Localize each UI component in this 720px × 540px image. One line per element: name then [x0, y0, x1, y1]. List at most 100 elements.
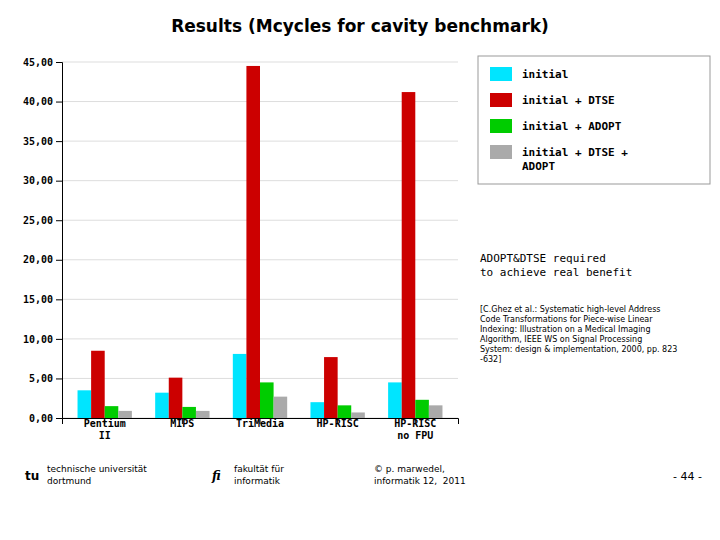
y-tick-mark: [56, 220, 62, 221]
y-tick-label: 10,00: [23, 334, 53, 345]
text-line: -632]: [480, 355, 501, 364]
title: Results (Mcycles for cavity benchmark): [171, 16, 549, 36]
text-line: to achieve real benefit: [480, 266, 632, 279]
text-line: Pentium: [84, 418, 126, 429]
bar: [105, 406, 119, 418]
text-line: initial + DTSE +: [522, 146, 628, 159]
x-tick: MIPS: [170, 418, 194, 429]
x-tick-label: PentiumII: [84, 418, 126, 441]
bar: [233, 354, 247, 418]
y-tick-label: 40,00: [23, 96, 53, 107]
footer: tu technische universität dortmund fi fakult…: [25, 464, 702, 486]
legend-swatch: [490, 145, 512, 159]
legend-label: initial + DTSE: [522, 94, 615, 107]
y-tick: 10,00: [23, 334, 62, 345]
bar: [155, 393, 169, 418]
y-axis-line: [56, 63, 63, 419]
legend-box: [478, 56, 710, 184]
bar: [246, 66, 260, 418]
text-line: HP-RISC: [317, 418, 359, 429]
bar: [196, 411, 210, 418]
y-tick-mark: [56, 260, 62, 261]
bar: [429, 405, 443, 418]
y-tick-label: 30,00: [23, 175, 53, 186]
y-tick-mark: [56, 62, 62, 63]
text-line: ADOPT: [522, 160, 555, 173]
bar: [324, 357, 338, 418]
y-tick-mark: [56, 418, 62, 419]
bar: [118, 411, 132, 418]
y-tick: 25,00: [23, 215, 62, 226]
text-line: initial: [522, 68, 568, 81]
bar-series: [105, 382, 429, 418]
y-tick: 35,00: [23, 136, 62, 147]
x-tick: HP-RISCno FPU: [394, 418, 436, 441]
bars: [78, 66, 443, 418]
legend-label: initial + ADOPT: [522, 120, 622, 133]
plot: 0,00 5,00 10,00 15,00 20,00 25,00 30,00 35,00 40…: [23, 57, 459, 441]
text-line: MIPS: [170, 418, 194, 429]
y-tick: 30,00: [23, 175, 62, 186]
footer-text: dortmund: [47, 476, 91, 486]
footer-text: fi: [211, 469, 221, 483]
bar: [91, 351, 105, 418]
bar: [78, 390, 92, 418]
y-tick-mark: [56, 299, 62, 300]
footer-text: technische universität: [47, 464, 147, 474]
bar: [274, 397, 288, 418]
bar: [169, 378, 183, 418]
y-tick: 20,00: [23, 254, 62, 265]
legend-swatch: [490, 67, 512, 81]
legend-swatch: [490, 93, 512, 107]
y-tick-label: 35,00: [23, 136, 53, 147]
text-line: initial + DTSE: [522, 94, 615, 107]
text-line: ADOPT&DTSE required: [480, 252, 606, 265]
text-line: Algorithm, IEEE WS on Signal Processing: [480, 335, 642, 344]
grid: [62, 62, 458, 418]
text-line: Code Transformations for Piece-wise Line…: [480, 315, 653, 324]
y-tick: 5,00: [29, 373, 62, 384]
x-tick-label: TriMedia: [236, 418, 284, 429]
x-axis: PentiumIIMIPSTriMediaHP-RISCHP-RISCno FP…: [63, 418, 459, 441]
text-line: no FPU: [397, 430, 433, 441]
legend-label: initial: [522, 68, 568, 81]
legend: initial initial + DTSE initial + ADOPT init…: [478, 56, 710, 184]
bar-series: [118, 397, 442, 418]
text-line: Indexing: Illustration on a Medical Imag…: [480, 325, 651, 334]
x-tick: PentiumII: [84, 418, 126, 441]
y-tick: 15,00: [23, 294, 62, 305]
annotation: ADOPT&DTSE requiredto achieve real benef…: [480, 252, 632, 279]
y-tick-label: 45,00: [23, 57, 53, 68]
y-tick-label: 15,00: [23, 294, 53, 305]
grid-line: [62, 62, 458, 63]
text-line: [C.Ghez et al.: Systematic high-level Ad…: [480, 305, 660, 314]
bar: [388, 382, 402, 418]
bar: [338, 405, 352, 418]
y-tick-mark: [56, 102, 62, 103]
y-axis: 0,00 5,00 10,00 15,00 20,00 25,00 30,00 35,00 40…: [23, 57, 63, 424]
x-tick: TriMedia: [236, 418, 284, 429]
y-tick-label: 20,00: [23, 254, 53, 265]
x-tick-label: MIPS: [170, 418, 194, 429]
footer-text: informatik 12, 2011: [374, 476, 466, 486]
bar: [310, 402, 324, 418]
x-tick-label: HP-RISC: [317, 418, 359, 429]
footer-text: informatik: [234, 476, 281, 486]
footer-text: tu: [25, 469, 39, 483]
y-tick-label: 5,00: [29, 373, 53, 384]
y-tick: 0,00: [29, 413, 62, 424]
y-tick-mark: [56, 339, 62, 340]
bar: [182, 407, 196, 418]
y-tick-mark: [56, 141, 62, 142]
footer-text: - 44 -: [673, 470, 702, 483]
text-line: HP-RISC: [394, 418, 436, 429]
text-line: TriMedia: [236, 418, 284, 429]
reference: [C.Ghez et al.: Systematic high-level Ad…: [480, 305, 677, 364]
text-line: System: design & implementation, 2000, p…: [480, 345, 677, 354]
bar-series: [91, 66, 415, 418]
text-line: initial + ADOPT: [522, 120, 622, 133]
y-tick-mark: [56, 181, 62, 182]
bar: [260, 382, 274, 418]
footer-text: fakultät für: [234, 464, 284, 474]
text-line: II: [99, 430, 111, 441]
